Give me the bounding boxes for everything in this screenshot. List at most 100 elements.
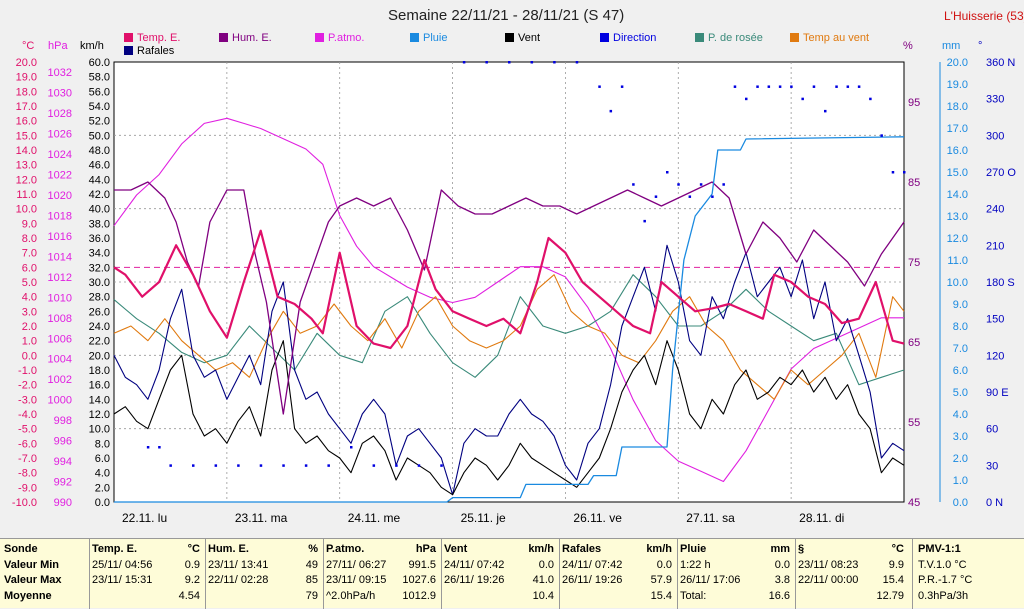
wind-tick-label: 58.0 bbox=[89, 72, 110, 84]
x-tick-label: 24.11. me bbox=[348, 511, 401, 525]
stats-min-value: 0.0 bbox=[656, 558, 672, 571]
unit-label-rain: mm bbox=[942, 40, 961, 52]
series-direction-point bbox=[282, 464, 285, 467]
direction-tick-label: 300 bbox=[986, 130, 1004, 142]
legend-item: Hum. E. bbox=[219, 32, 272, 44]
pressure-tick-label: 994 bbox=[54, 456, 72, 468]
wind-tick-label: 26.0 bbox=[89, 306, 110, 318]
legend-item: Pluie bbox=[410, 32, 447, 44]
stats-avg-label: Total: bbox=[680, 589, 707, 602]
temp-tick-label: 3.0 bbox=[22, 306, 37, 318]
series-direction-point bbox=[835, 85, 838, 88]
stats-min-date: 23/11/ 08:23 bbox=[798, 558, 859, 571]
series-direction-point bbox=[903, 171, 906, 174]
temp-tick-label: -6.0 bbox=[18, 438, 37, 450]
rain-tick-label: 1.0 bbox=[953, 475, 968, 487]
direction-tick-label: 210 bbox=[986, 240, 1004, 252]
temp-tick-label: 12.0 bbox=[16, 174, 37, 186]
stats-col-name: Temp. E. bbox=[92, 543, 138, 555]
stats-label-avg: Moyenne bbox=[4, 589, 52, 602]
temp-tick-label: -9.0 bbox=[18, 482, 37, 494]
stats-min-date: 23/11/ 13:41 bbox=[208, 558, 269, 571]
stats-column: P.atmo. hPa 27/11/ 06:27 991.5 23/11/ 09:15 1… bbox=[326, 539, 440, 609]
stats-min-date: 24/11/ 07:42 bbox=[562, 558, 623, 571]
series-direction-point bbox=[259, 464, 263, 467]
wind-tick-label: 44.0 bbox=[89, 174, 110, 186]
stats-min-value: 9.9 bbox=[888, 558, 904, 571]
wind-tick-label: 52.0 bbox=[89, 116, 110, 128]
chart-axes: 20.0 19.0 18.0 17.0 16.0 15.0 14.0 13.0 12.0 11.0… bbox=[12, 57, 1016, 525]
pressure-tick-label: 1018 bbox=[48, 210, 72, 222]
stats-max-value: 57.9 bbox=[650, 574, 672, 586]
stats-column: Rafales km/h 24/11/ 07:42 0.0 26/11/ 19:26 57… bbox=[562, 539, 676, 609]
temp-tick-label: 20.0 bbox=[16, 57, 37, 69]
wind-tick-label: 30.0 bbox=[89, 277, 110, 289]
legend-item: Temp au vent bbox=[790, 32, 869, 44]
legend-swatch bbox=[124, 46, 133, 55]
wind-tick-label: 24.0 bbox=[89, 321, 110, 333]
series-direction-point bbox=[891, 171, 895, 174]
stats-min-date: 24/11/ 07:42 bbox=[444, 558, 505, 571]
stats-max-value: 85 bbox=[305, 574, 318, 586]
temp-tick-label: 14.0 bbox=[16, 145, 37, 157]
series-direction-point bbox=[146, 446, 150, 449]
series-direction-point bbox=[699, 183, 703, 186]
rain-tick-label: 18.0 bbox=[947, 101, 968, 113]
wind-tick-label: 34.0 bbox=[89, 248, 110, 260]
series-direction-point bbox=[812, 85, 816, 88]
series-direction-point bbox=[609, 109, 613, 113]
humidity-tick-label: 75 bbox=[908, 257, 920, 269]
unit-label-dir: ° bbox=[978, 40, 983, 52]
temp-tick-label: 9.0 bbox=[22, 218, 37, 230]
stats-max-date: 22/11/ 02:28 bbox=[208, 574, 269, 586]
legend-item: P.atmo. bbox=[315, 32, 365, 44]
direction-tick-label: 0 N bbox=[986, 497, 1003, 509]
direction-tick-label: 120 bbox=[986, 350, 1004, 362]
temp-tick-label: -8.0 bbox=[18, 468, 37, 480]
series-direction-point bbox=[857, 85, 861, 88]
series-direction-point bbox=[192, 464, 195, 467]
pmv-line-3: 0.3hPa/3h bbox=[918, 589, 969, 602]
series-direction-point bbox=[620, 85, 624, 88]
stats-avg-value: 4.54 bbox=[178, 589, 200, 602]
legend-swatch bbox=[124, 33, 133, 42]
wind-tick-label: 12.0 bbox=[89, 409, 110, 421]
rain-tick-label: 8.0 bbox=[953, 321, 968, 333]
wind-tick-label: 20.0 bbox=[89, 350, 110, 362]
series-direction-point bbox=[801, 97, 804, 101]
wind-tick-label: 42.0 bbox=[89, 189, 110, 201]
pressure-tick-label: 1004 bbox=[48, 354, 72, 366]
series-direction-point bbox=[575, 61, 579, 64]
chart-title: Semaine 22/11/21 - 28/11/21 (S 47) bbox=[388, 7, 625, 24]
series-direction-point bbox=[688, 195, 692, 198]
pressure-tick-label: 1024 bbox=[48, 149, 72, 161]
legend-label: Vent bbox=[518, 32, 541, 44]
stats-col-name: Hum. E. bbox=[208, 543, 249, 555]
temp-tick-label: 0.0 bbox=[22, 350, 37, 362]
stats-max-date: 22/11/ 00:00 bbox=[798, 574, 859, 586]
wind-tick-label: 60.0 bbox=[89, 57, 110, 69]
direction-tick-label: 270 O bbox=[986, 167, 1016, 179]
stats-col-name: P.atmo. bbox=[326, 543, 365, 555]
series-direction-point bbox=[395, 464, 398, 467]
wind-tick-label: 8.0 bbox=[95, 438, 110, 450]
stats-column: Vent km/h 24/11/ 07:42 0.0 26/11/ 19:26 41.0 1… bbox=[444, 539, 558, 609]
stats-avg-value: 12.79 bbox=[876, 589, 904, 602]
series-direction-point bbox=[417, 464, 421, 467]
legend-label: Direction bbox=[613, 32, 657, 44]
pmv-line-2: P.R.-1.7 °C bbox=[918, 574, 973, 586]
series-direction-point bbox=[733, 85, 737, 88]
legend-label: Temp. E. bbox=[137, 32, 181, 44]
stats-col-unit: °C bbox=[891, 543, 904, 555]
pressure-tick-label: 1022 bbox=[48, 170, 72, 182]
stats-panel: Sonde Valeur Min Valeur Max Moyenne Temp… bbox=[0, 538, 1024, 609]
wind-tick-label: 38.0 bbox=[89, 218, 110, 230]
series-direction-point bbox=[869, 97, 872, 101]
series-direction-point bbox=[790, 85, 793, 88]
wind-tick-label: 48.0 bbox=[89, 145, 110, 157]
wind-tick-label: 40.0 bbox=[89, 204, 110, 216]
legend-item: P. de rosée bbox=[695, 32, 763, 44]
stats-col-unit: mm bbox=[770, 543, 790, 555]
stats-col-unit: km/h bbox=[646, 543, 672, 555]
humidity-tick-label: 65 bbox=[908, 337, 920, 349]
